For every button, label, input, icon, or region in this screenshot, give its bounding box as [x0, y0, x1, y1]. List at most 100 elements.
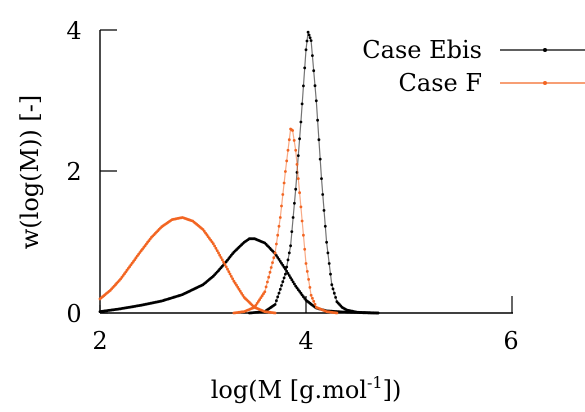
data-point-case-ebis-2-54 [316, 118, 319, 122]
data-point-case-ebis-2-64 [329, 272, 332, 276]
data-point-case-f-2-49 [295, 163, 299, 166]
x-tick-label-1: 2 [92, 327, 107, 355]
data-point-case-ebis-2-52 [313, 84, 317, 88]
data-point-case-ebis-2-29 [285, 265, 289, 269]
data-point-case-f-2-43 [287, 138, 291, 142]
data-point-case-ebis-1-156 [293, 282, 296, 286]
data-point-case-ebis-2-31 [287, 251, 291, 255]
data-point-case-ebis-2-55 [317, 138, 321, 142]
data-point-case-f-2-28 [268, 270, 272, 274]
data-point-case-f-2-57 [305, 270, 309, 273]
data-point-case-f-2-41 [285, 159, 289, 163]
data-point-case-f-2-55 [303, 247, 307, 251]
data-point-case-ebis-2-58 [321, 193, 325, 196]
data-point-case-f-1-89 [213, 244, 217, 248]
data-point-case-ebis-1-142 [275, 254, 278, 257]
data-point-case-ebis-2-43 [303, 66, 307, 70]
data-point-case-ebis-2-68 [334, 296, 337, 299]
data-point-case-f-2-47 [292, 139, 296, 142]
y-tick-label-2: 2 [66, 158, 81, 186]
series-line-case-f-2 [233, 127, 337, 314]
data-point-case-ebis-2-48 [308, 36, 312, 40]
data-point-case-f-1-88 [211, 242, 215, 246]
data-point-case-f-2-32 [273, 251, 277, 255]
data-point-case-f-2-26 [266, 280, 269, 284]
data-point-case-f-2-56 [304, 262, 308, 265]
data-point-case-f-1-103 [231, 277, 235, 281]
data-point-case-ebis-2-57 [320, 177, 323, 181]
data-point-case-ebis-1-151 [286, 272, 290, 275]
data-point-case-ebis-2-102 [376, 311, 380, 315]
legend-marker-case-f [543, 81, 547, 85]
data-point-case-f-2-36 [278, 216, 282, 219]
data-point-case-f-2-61 [311, 296, 314, 300]
data-point-case-f-2-58 [307, 278, 310, 281]
data-point-case-f-2-54 [302, 233, 305, 237]
data-point-case-f-1-136 [273, 311, 277, 315]
data-point-case-ebis-1-155 [291, 280, 295, 284]
data-point-case-f-2-51 [298, 191, 301, 195]
data-point-case-ebis-2-35 [293, 201, 296, 205]
legend-label-case-ebis: Case Ebis [362, 36, 482, 64]
data-point-case-ebis-2-22 [276, 295, 280, 299]
data-point-case-f-2-40 [284, 170, 287, 173]
data-point-case-f-1-110 [240, 292, 244, 295]
data-point-case-f-2-34 [276, 233, 280, 237]
data-point-case-f-2-29 [269, 266, 273, 269]
data-point-case-f-1-95 [220, 258, 224, 262]
data-point-case-ebis-2-62 [326, 251, 330, 255]
data-point-case-ebis-2-32 [289, 244, 292, 248]
data-point-case-ebis-2-53 [314, 99, 318, 103]
data-point-case-f-2-80 [335, 311, 339, 315]
data-point-case-ebis-2-36 [294, 187, 298, 191]
data-point-case-ebis-2-42 [302, 84, 305, 88]
data-point-case-f-1-111 [241, 294, 245, 297]
legend-marker-case-ebis [543, 48, 547, 52]
data-point-case-f-2-27 [267, 275, 271, 279]
data-point-case-f-2-17 [254, 304, 258, 307]
y-axis-label: w(log(M)) [-] [16, 95, 44, 250]
data-point-case-f-1-104 [232, 279, 236, 283]
data-point-case-ebis-2-67 [332, 291, 336, 295]
data-point-case-f-1-108 [237, 287, 241, 291]
data-point-case-ebis-2-47 [307, 33, 311, 37]
data-point-case-ebis-2-38 [296, 154, 300, 158]
data-point-case-ebis-2-39 [298, 137, 301, 141]
data-point-case-ebis-2-27 [282, 276, 286, 280]
data-point-case-ebis-2-50 [311, 54, 314, 57]
data-point-case-f-1-105 [233, 281, 237, 285]
data-point-case-f-2-62 [312, 299, 316, 303]
data-point-case-f-2-31 [272, 256, 276, 260]
data-point-case-f-1-99 [226, 267, 229, 271]
data-point-case-ebis-2-46 [306, 30, 310, 34]
data-point-case-f-1-96 [222, 260, 226, 264]
data-point-case-ebis-2-65 [330, 283, 334, 287]
data-point-case-ebis-2-44 [304, 48, 308, 52]
data-point-case-f-1-97 [223, 263, 227, 266]
data-point-case-f-2-48 [294, 148, 298, 152]
data-point-case-f-2-35 [277, 224, 281, 228]
data-point-case-f-1-90 [214, 246, 218, 250]
data-point-case-ebis-2-49 [309, 39, 313, 42]
data-point-case-ebis-2-25 [280, 284, 283, 287]
data-point-case-f-2-42 [286, 148, 290, 152]
data-point-case-ebis-2-63 [327, 262, 331, 265]
data-point-case-ebis-2-23 [277, 291, 281, 295]
data-point-case-ebis-2-33 [290, 230, 294, 234]
data-point-case-f-2-24 [263, 290, 267, 294]
x-tick-label-2: 4 [298, 327, 313, 355]
data-point-case-f-2-25 [264, 285, 268, 289]
x-axis-label: log(M [g.mol-1]) [211, 373, 402, 404]
data-point-case-f-1-98 [224, 265, 228, 269]
data-point-case-f-1-94 [219, 256, 223, 259]
data-point-case-ebis-2-61 [325, 240, 328, 244]
data-point-case-f-1-92 [217, 251, 220, 255]
data-point-case-f-2-52 [299, 205, 303, 209]
data-point-case-ebis-1-153 [289, 276, 292, 279]
data-point-case-f-1-106 [235, 283, 238, 287]
data-point-case-ebis-2-60 [323, 224, 327, 228]
data-point-case-f-2-59 [308, 286, 312, 289]
data-point-case-ebis-1-144 [277, 258, 281, 261]
series-line-case-f-1 [99, 216, 276, 314]
data-point-case-ebis-2-20 [273, 303, 277, 306]
